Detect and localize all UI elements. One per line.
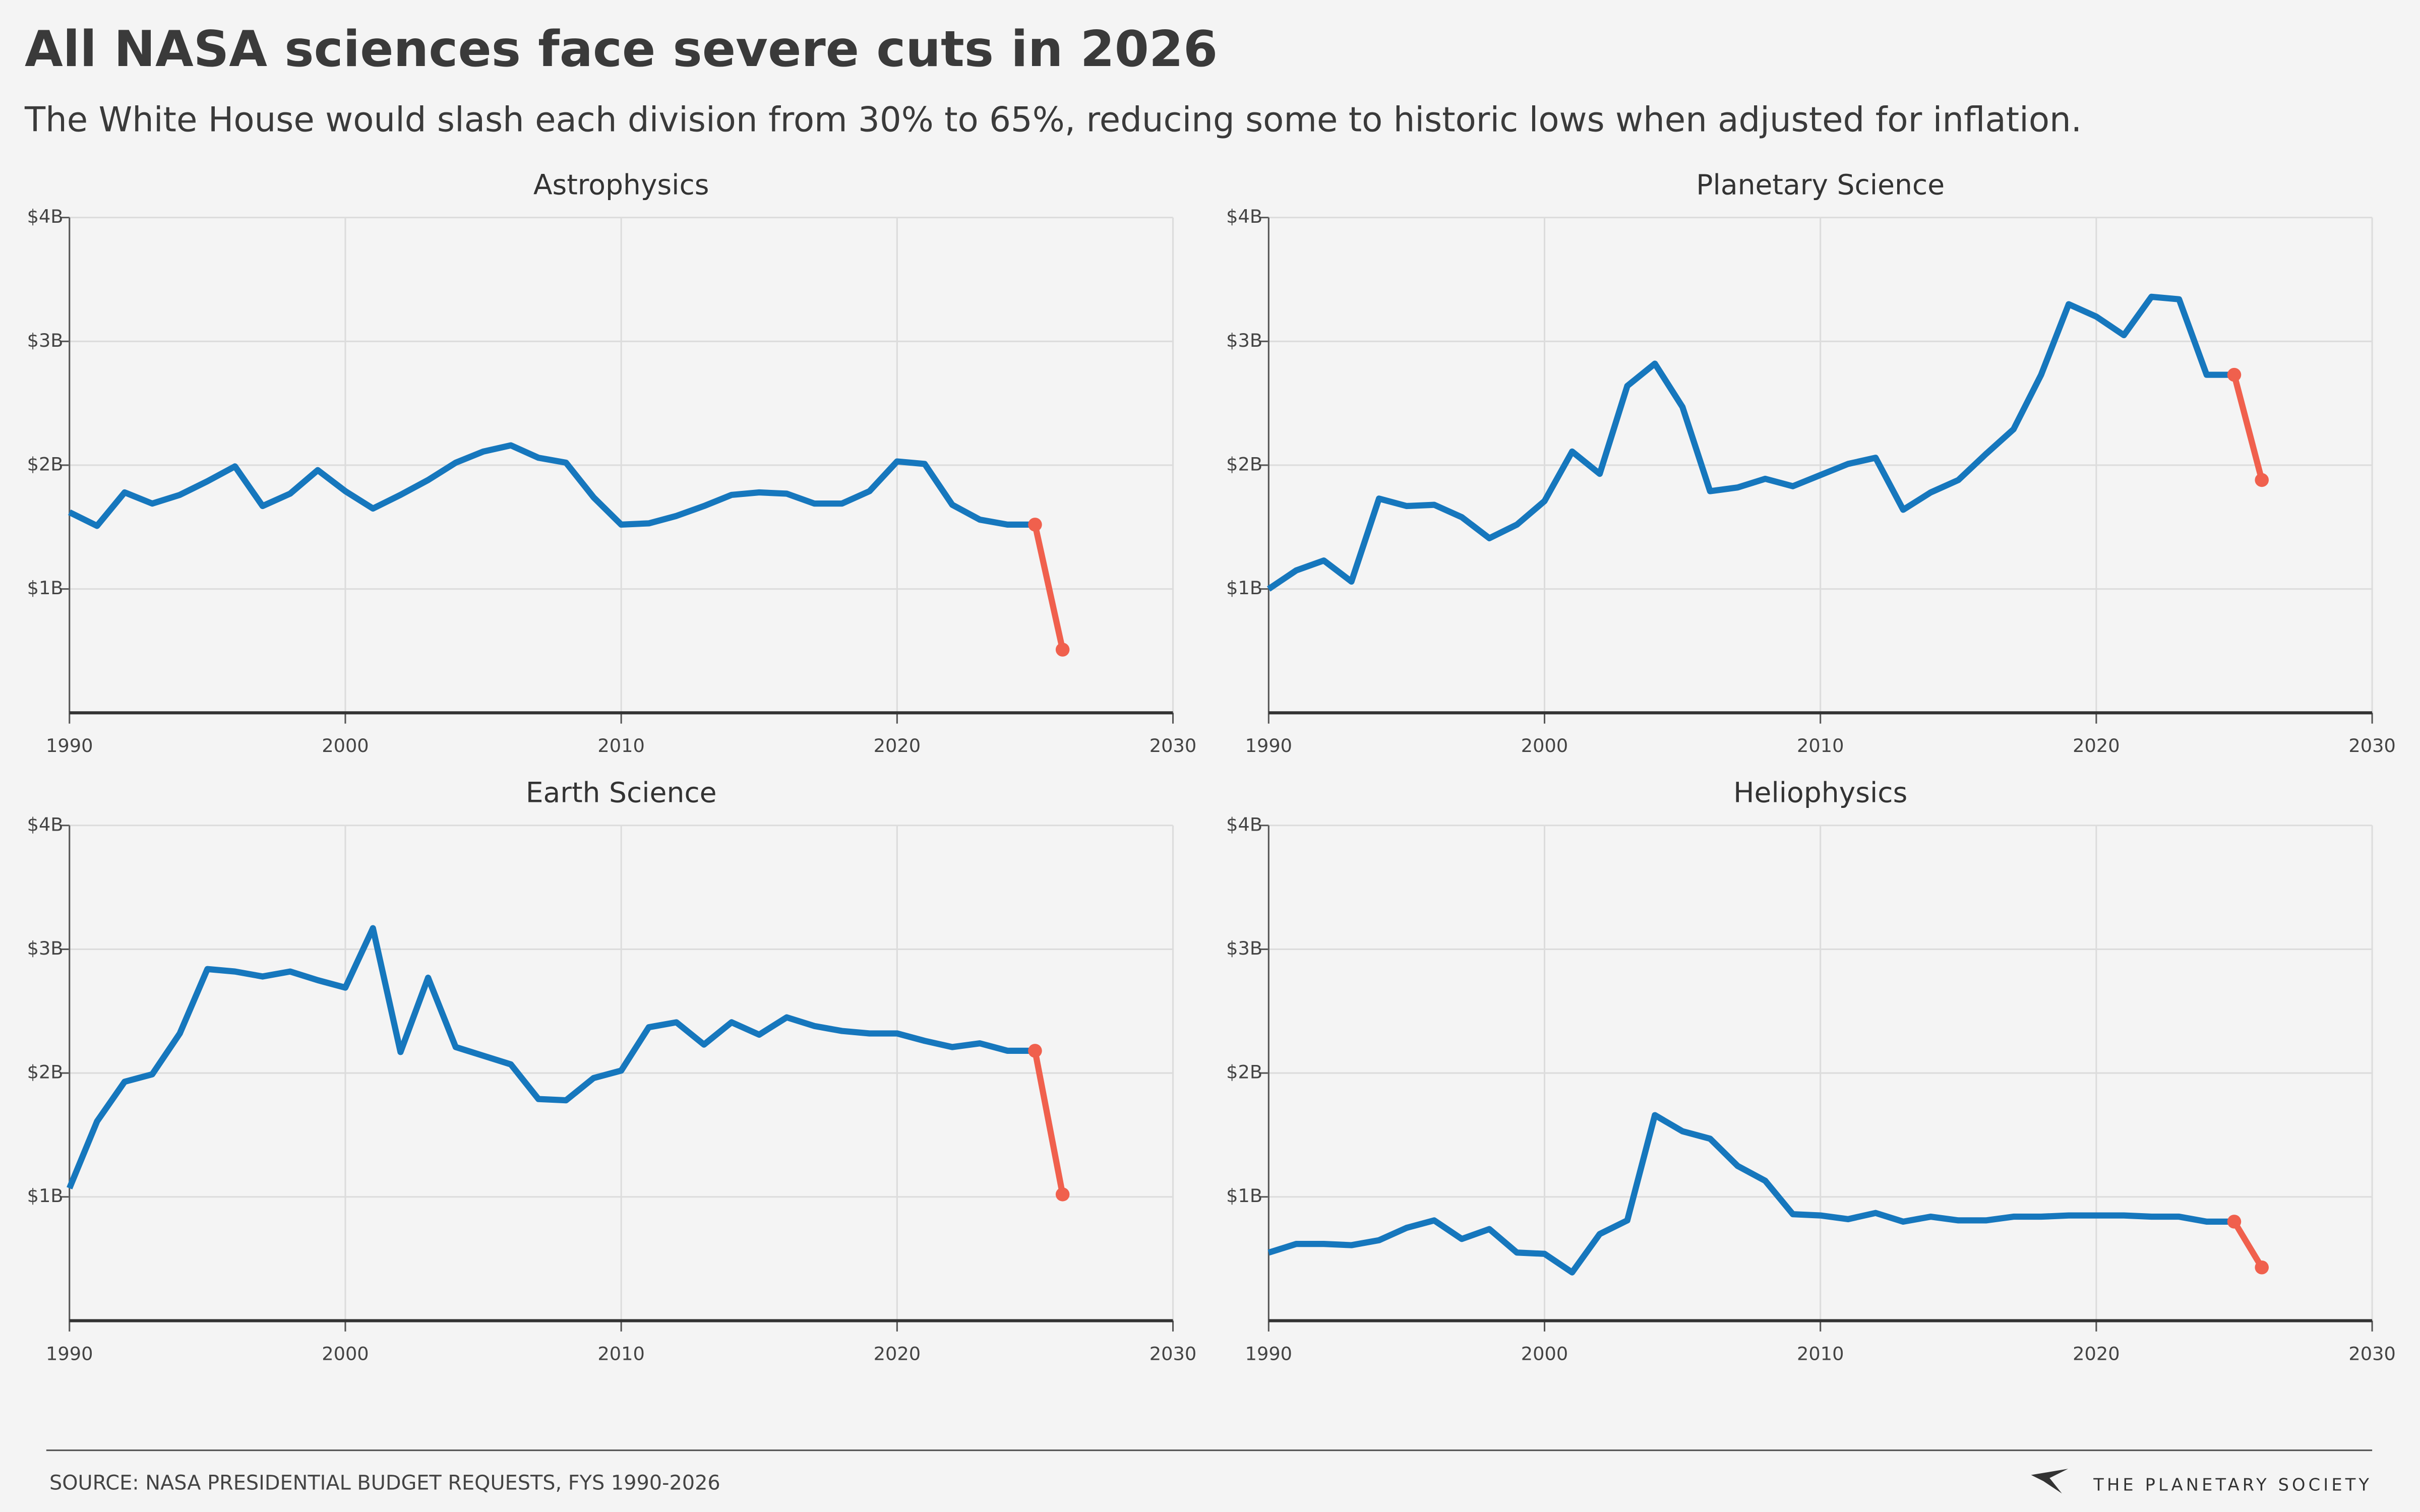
panel-title: Earth Science [526, 777, 717, 809]
x-tick-label: 2000 [322, 1343, 369, 1364]
logo-text: THE PLANETARY SOCIETY [2093, 1475, 2372, 1494]
x-tick-label: 1990 [1245, 735, 1292, 757]
line [1032, 524, 1066, 651]
y-tick-label: $2B [27, 1061, 64, 1083]
y-tick-label: $3B [27, 937, 64, 959]
y-tick-label: $2B [1226, 1061, 1262, 1083]
x-tick-label: 2010 [1797, 735, 1844, 757]
x-tick-label: 2000 [322, 735, 369, 757]
x-tick-label: 2000 [1521, 1343, 1568, 1364]
subtitle: The White House would slash each divisio… [24, 99, 2082, 139]
line [68, 442, 1035, 529]
x-tick-label: 2030 [1150, 735, 1196, 757]
y-tick-label: $2B [1226, 453, 1262, 475]
panel-title: Astrophysics [533, 169, 709, 201]
point [2227, 367, 2242, 382]
y-tick-label: $1B [27, 577, 64, 599]
x-tick-label: 2000 [1521, 735, 1568, 757]
x-tick-label: 2020 [874, 1343, 921, 1364]
line [2231, 374, 2265, 481]
y-tick-label: $3B [1226, 937, 1262, 959]
y-tick-label: $3B [27, 330, 64, 351]
x-tick-label: 2030 [2348, 735, 2395, 757]
x-tick-label: 1990 [46, 1343, 93, 1364]
x-tick-label: 2010 [1797, 1343, 1844, 1364]
line [1267, 1112, 2234, 1276]
y-tick-label: $1B [27, 1185, 64, 1207]
y-tick-label: $3B [1226, 330, 1262, 351]
x-tick-label: 1990 [46, 735, 93, 757]
y-tick-label: $2B [27, 453, 64, 475]
y-tick-label: $4B [1226, 206, 1262, 227]
line [1266, 293, 2234, 592]
x-tick-label: 2020 [2073, 1343, 2120, 1364]
y-tick-label: $4B [1226, 813, 1262, 835]
y-tick-label: $1B [1226, 1185, 1262, 1207]
point [2227, 1215, 2242, 1229]
logo-icon [2031, 1469, 2069, 1494]
x-tick-label: 2020 [2073, 735, 2120, 757]
y-tick-label: $1B [1226, 577, 1262, 599]
point [1055, 643, 1070, 657]
x-tick-label: 2030 [1150, 1343, 1196, 1364]
y-tick-label: $4B [27, 813, 64, 835]
point [1055, 1187, 1070, 1202]
point [2255, 1260, 2269, 1275]
y-tick-label: $4B [27, 206, 64, 227]
point [2255, 473, 2269, 487]
x-tick-label: 2010 [597, 735, 644, 757]
x-tick-label: 2030 [2348, 1343, 2395, 1364]
x-tick-label: 2020 [874, 735, 921, 757]
page-title: All NASA sciences face severe cuts in 20… [25, 21, 1218, 78]
x-tick-label: 2010 [597, 1343, 644, 1364]
line [1032, 1050, 1066, 1195]
panel-title: Planetary Science [1696, 169, 1945, 201]
point [1028, 1044, 1042, 1058]
panel-title: Heliophysics [1733, 777, 1907, 809]
line [2231, 1220, 2265, 1269]
line [67, 925, 1035, 1189]
point [1028, 518, 1042, 532]
source: SOURCE: NASA PRESIDENTIAL BUDGET REQUEST… [49, 1471, 720, 1494]
x-tick-label: 1990 [1245, 1343, 1292, 1364]
